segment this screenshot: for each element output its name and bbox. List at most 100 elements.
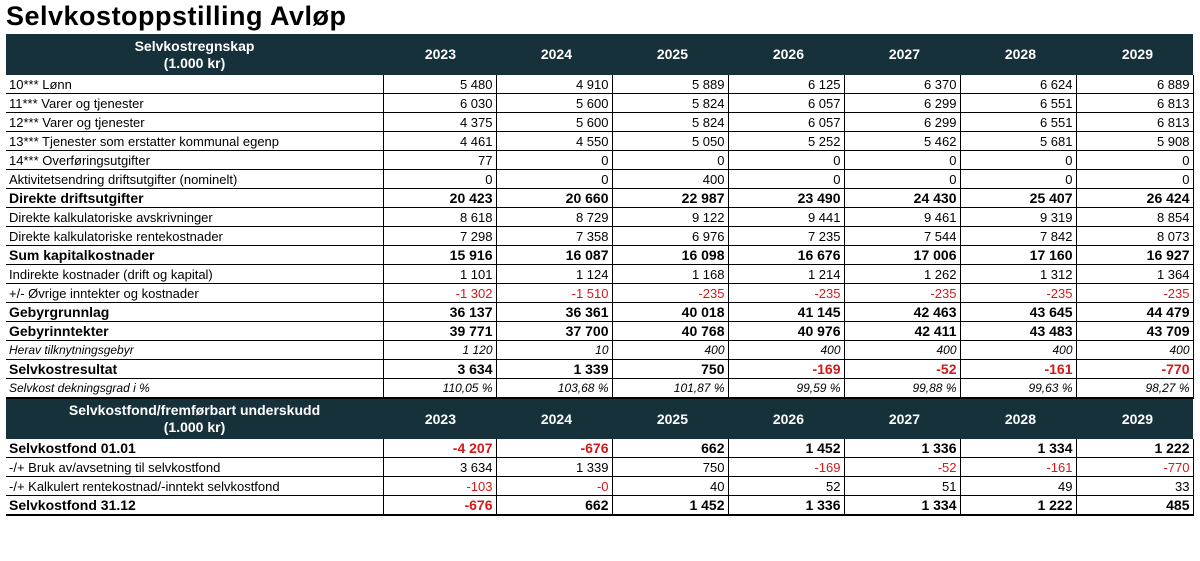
selvkostregnskap-row: 11*** Varer og tjenester 6 030 5 600 5 824 6…: [6, 93, 1194, 113]
selvkostregnskap-cell-2023: 0: [383, 169, 497, 189]
selvkostregnskap-row-label: 11*** Varer og tjenester: [6, 93, 384, 113]
selvkostregnskap-cell-2029: 5 908: [1076, 131, 1194, 151]
selvkostfond-cell-2029: 1 222: [1076, 439, 1194, 458]
selvkostregnskap-cell-2024: 20 660: [496, 188, 613, 208]
selvkostfond-cell-2028: 49: [960, 476, 1077, 496]
selvkostregnskap-cell-2026: 7 235: [728, 226, 845, 246]
selvkostregnskap-row: Aktivitetsendring driftsutgifter (nomine…: [6, 169, 1194, 189]
selvkostfond-year-2024: 2024: [540, 410, 572, 427]
selvkostregnskap-row-label: 12*** Varer og tjenester: [6, 112, 384, 132]
selvkostregnskap-cell-2026: 0: [728, 150, 845, 170]
selvkostfond-row: Selvkostfond 31.12 -676 662 1 452 1 336 1 334…: [6, 495, 1194, 516]
selvkostregnskap-row: Sum kapitalkostnader 15 916 16 087 16 098 16…: [6, 245, 1194, 265]
selvkostregnskap-cell-2028: 0: [960, 169, 1077, 189]
selvkostfond-cell-2025: 662: [612, 439, 729, 458]
selvkostregnskap-year-2024: 2024: [540, 46, 572, 62]
selvkostregnskap-cell-2028: 400: [960, 340, 1077, 360]
selvkostregnskap-cell-2026: 16 676: [728, 245, 845, 265]
selvkostregnskap-cell-2026: 23 490: [728, 188, 845, 208]
selvkostregnskap-cell-2026: 99,59 %: [728, 378, 845, 399]
selvkostregnskap-cell-2029: 6 889: [1076, 75, 1194, 94]
selvkostfond-cell-2029: -770: [1076, 457, 1194, 477]
selvkostregnskap-cell-2027: 9 461: [844, 207, 961, 227]
selvkostregnskap-row-label: Indirekte kostnader (drift og kapital): [6, 264, 384, 284]
selvkostfond-cell-2027: 1 334: [844, 495, 961, 516]
selvkostfond-cell-2027: -52: [844, 457, 961, 477]
selvkostregnskap-cell-2024: 4 550: [496, 131, 613, 151]
selvkostregnskap-cell-2025: 5 050: [612, 131, 729, 151]
selvkostregnskap-cell-2027: 6 299: [844, 112, 961, 132]
selvkostregnskap-cell-2027: 0: [844, 150, 961, 170]
selvkostfond-cell-2024: -0: [496, 476, 613, 496]
selvkostregnskap-cell-2029: 44 479: [1076, 302, 1194, 322]
selvkostfond-cell-2024: -676: [496, 439, 613, 458]
selvkostregnskap-cell-2028: 25 407: [960, 188, 1077, 208]
selvkostregnskap-row: Indirekte kostnader (drift og kapital) 1 …: [6, 264, 1194, 284]
selvkostregnskap-cell-2026: 9 441: [728, 207, 845, 227]
selvkostfond-cell-2024: 1 339: [496, 457, 613, 477]
selvkostregnskap-cell-2024: 16 087: [496, 245, 613, 265]
selvkostregnskap-cell-2023: 6 030: [383, 93, 497, 113]
selvkostregnskap-row-label: +/- Øvrige inntekter og kostnader: [6, 283, 384, 303]
selvkostregnskap-row-label: Gebyrgrunnlag: [6, 302, 384, 322]
selvkostregnskap-cell-2029: 8 073: [1076, 226, 1194, 246]
selvkostregnskap-cell-2029: 8 854: [1076, 207, 1194, 227]
selvkostregnskap-cell-2023: 4 375: [383, 112, 497, 132]
selvkostregnskap-row-label: Sum kapitalkostnader: [6, 245, 384, 265]
selvkostregnskap-year-2023: 2023: [424, 46, 456, 62]
selvkostfond-year-2023: 2023: [424, 410, 456, 427]
selvkostregnskap-cell-2027: 1 262: [844, 264, 961, 284]
selvkostregnskap-row-label: Herav tilknytningsgebyr: [6, 340, 384, 360]
selvkostfond-row-label: -/+ Kalkulert rentekostnad/-inntekt selv…: [6, 476, 384, 496]
selvkostregnskap-cell-2029: -770: [1076, 359, 1194, 379]
selvkostregnskap-cell-2024: 7 358: [496, 226, 613, 246]
selvkostfond-year-2028: 2028: [1004, 410, 1036, 427]
selvkostregnskap-row-label: Gebyrinntekter: [6, 321, 384, 341]
selvkostregnskap-cell-2024: 103,68 %: [496, 378, 613, 399]
selvkostfond-year-2025: 2025: [656, 410, 688, 427]
selvkostregnskap-row: +/- Øvrige inntekter og kostnader -1 302-…: [6, 283, 1194, 303]
selvkostfond-cell-2028: -161: [960, 457, 1077, 477]
selvkostregnskap-row-label: 10*** Lønn: [6, 75, 384, 94]
selvkostregnskap-cell-2025: 6 976: [612, 226, 729, 246]
selvkostregnskap-cell-2028: 6 551: [960, 93, 1077, 113]
selvkostregnskap-year-2029: 2029: [1121, 46, 1153, 62]
selvkostregnskap-cell-2029: 6 813: [1076, 112, 1194, 132]
selvkostregnskap-cell-2026: 5 252: [728, 131, 845, 151]
selvkostregnskap-cell-2027: 5 462: [844, 131, 961, 151]
selvkostregnskap-cell-2028: 6 551: [960, 112, 1077, 132]
selvkostregnskap-header-row: Selvkostregnskap (1.000 kr) 2023 2024 2025 20…: [6, 34, 1193, 75]
page-title: Selvkostoppstilling Avløp: [6, 1, 347, 31]
selvkostregnskap-cell-2028: 6 624: [960, 75, 1077, 94]
selvkostregnskap-year-2026: 2026: [772, 46, 804, 62]
selvkostregnskap-cell-2026: -169: [728, 359, 845, 379]
selvkostregnskap-cell-2026: 6 125: [728, 75, 845, 94]
selvkostregnskap-cell-2029: 43 709: [1076, 321, 1194, 341]
selvkostregnskap-cell-2025: 1 168: [612, 264, 729, 284]
selvkostregnskap-cell-2023: 5 480: [383, 75, 497, 94]
selvkostregnskap-cell-2024: 0: [496, 150, 613, 170]
selvkostregnskap-cell-2023: 15 916: [383, 245, 497, 265]
selvkostregnskap-header-title: Selvkostregnskap: [134, 37, 255, 54]
selvkostfond-row: -/+ Kalkulert rentekostnad/-inntekt selv…: [6, 476, 1194, 496]
selvkostregnskap-cell-2024: 5 600: [496, 93, 613, 113]
selvkostregnskap-cell-2024: 37 700: [496, 321, 613, 341]
selvkostregnskap-cell-2025: 101,87 %: [612, 378, 729, 399]
selvkostregnskap-cell-2024: 10: [496, 340, 613, 360]
selvkostregnskap-cell-2026: 6 057: [728, 93, 845, 113]
selvkostfond-cell-2026: 1 336: [728, 495, 845, 516]
selvkostregnskap-cell-2023: 3 634: [383, 359, 497, 379]
selvkostregnskap-row-label: 13*** Tjenester som erstatter kommunal e…: [6, 131, 384, 151]
selvkostregnskap-cell-2024: 5 600: [496, 112, 613, 132]
selvkostregnskap-row: Herav tilknytningsgebyr 1 120 10 400 400 400 4…: [6, 340, 1194, 360]
selvkostfond-cell-2026: 1 452: [728, 439, 845, 458]
selvkostregnskap-cell-2023: 8 618: [383, 207, 497, 227]
selvkostfond-header-title: Selvkostfond/fremførbart underskudd: [68, 402, 321, 418]
selvkostregnskap-row-label: Selvkostresultat: [6, 359, 384, 379]
selvkostregnskap-cell-2023: 7 298: [383, 226, 497, 246]
selvkostregnskap-cell-2027: 99,88 %: [844, 378, 961, 399]
selvkostregnskap-cell-2026: 41 145: [728, 302, 845, 322]
selvkostregnskap-cell-2027: 7 544: [844, 226, 961, 246]
selvkostregnskap-row: Gebyrinntekter 39 771 37 700 40 768 40 976 42…: [6, 321, 1194, 341]
selvkostfond-cell-2023: -103: [383, 476, 497, 496]
